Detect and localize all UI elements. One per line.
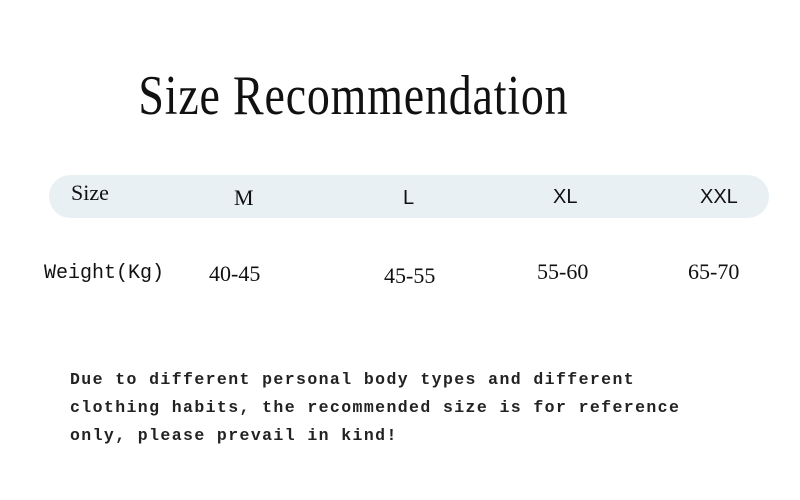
size-xxl: XXL <box>700 186 738 208</box>
size-header-label: Size <box>71 180 109 205</box>
size-header-band <box>49 175 769 218</box>
weight-l: 45-55 <box>384 263 436 288</box>
weight-xl: 55-60 <box>537 259 589 284</box>
page-title: Size Recommendation <box>138 65 569 127</box>
weight-row-label: Weight(Kg) <box>44 262 165 285</box>
note-line: Due to different personal body types and… <box>70 370 636 389</box>
size-m: M <box>234 185 254 210</box>
disclaimer-note: Due to different personal body types and… <box>70 366 680 450</box>
weight-xxl: 65-70 <box>688 259 740 284</box>
size-l: L <box>403 187 415 209</box>
weight-m: 40-45 <box>209 261 261 286</box>
note-line: only, please prevail in kind! <box>70 426 398 445</box>
note-line: clothing habits, the recommended size is… <box>70 398 681 417</box>
size-xl: XL <box>553 186 578 208</box>
